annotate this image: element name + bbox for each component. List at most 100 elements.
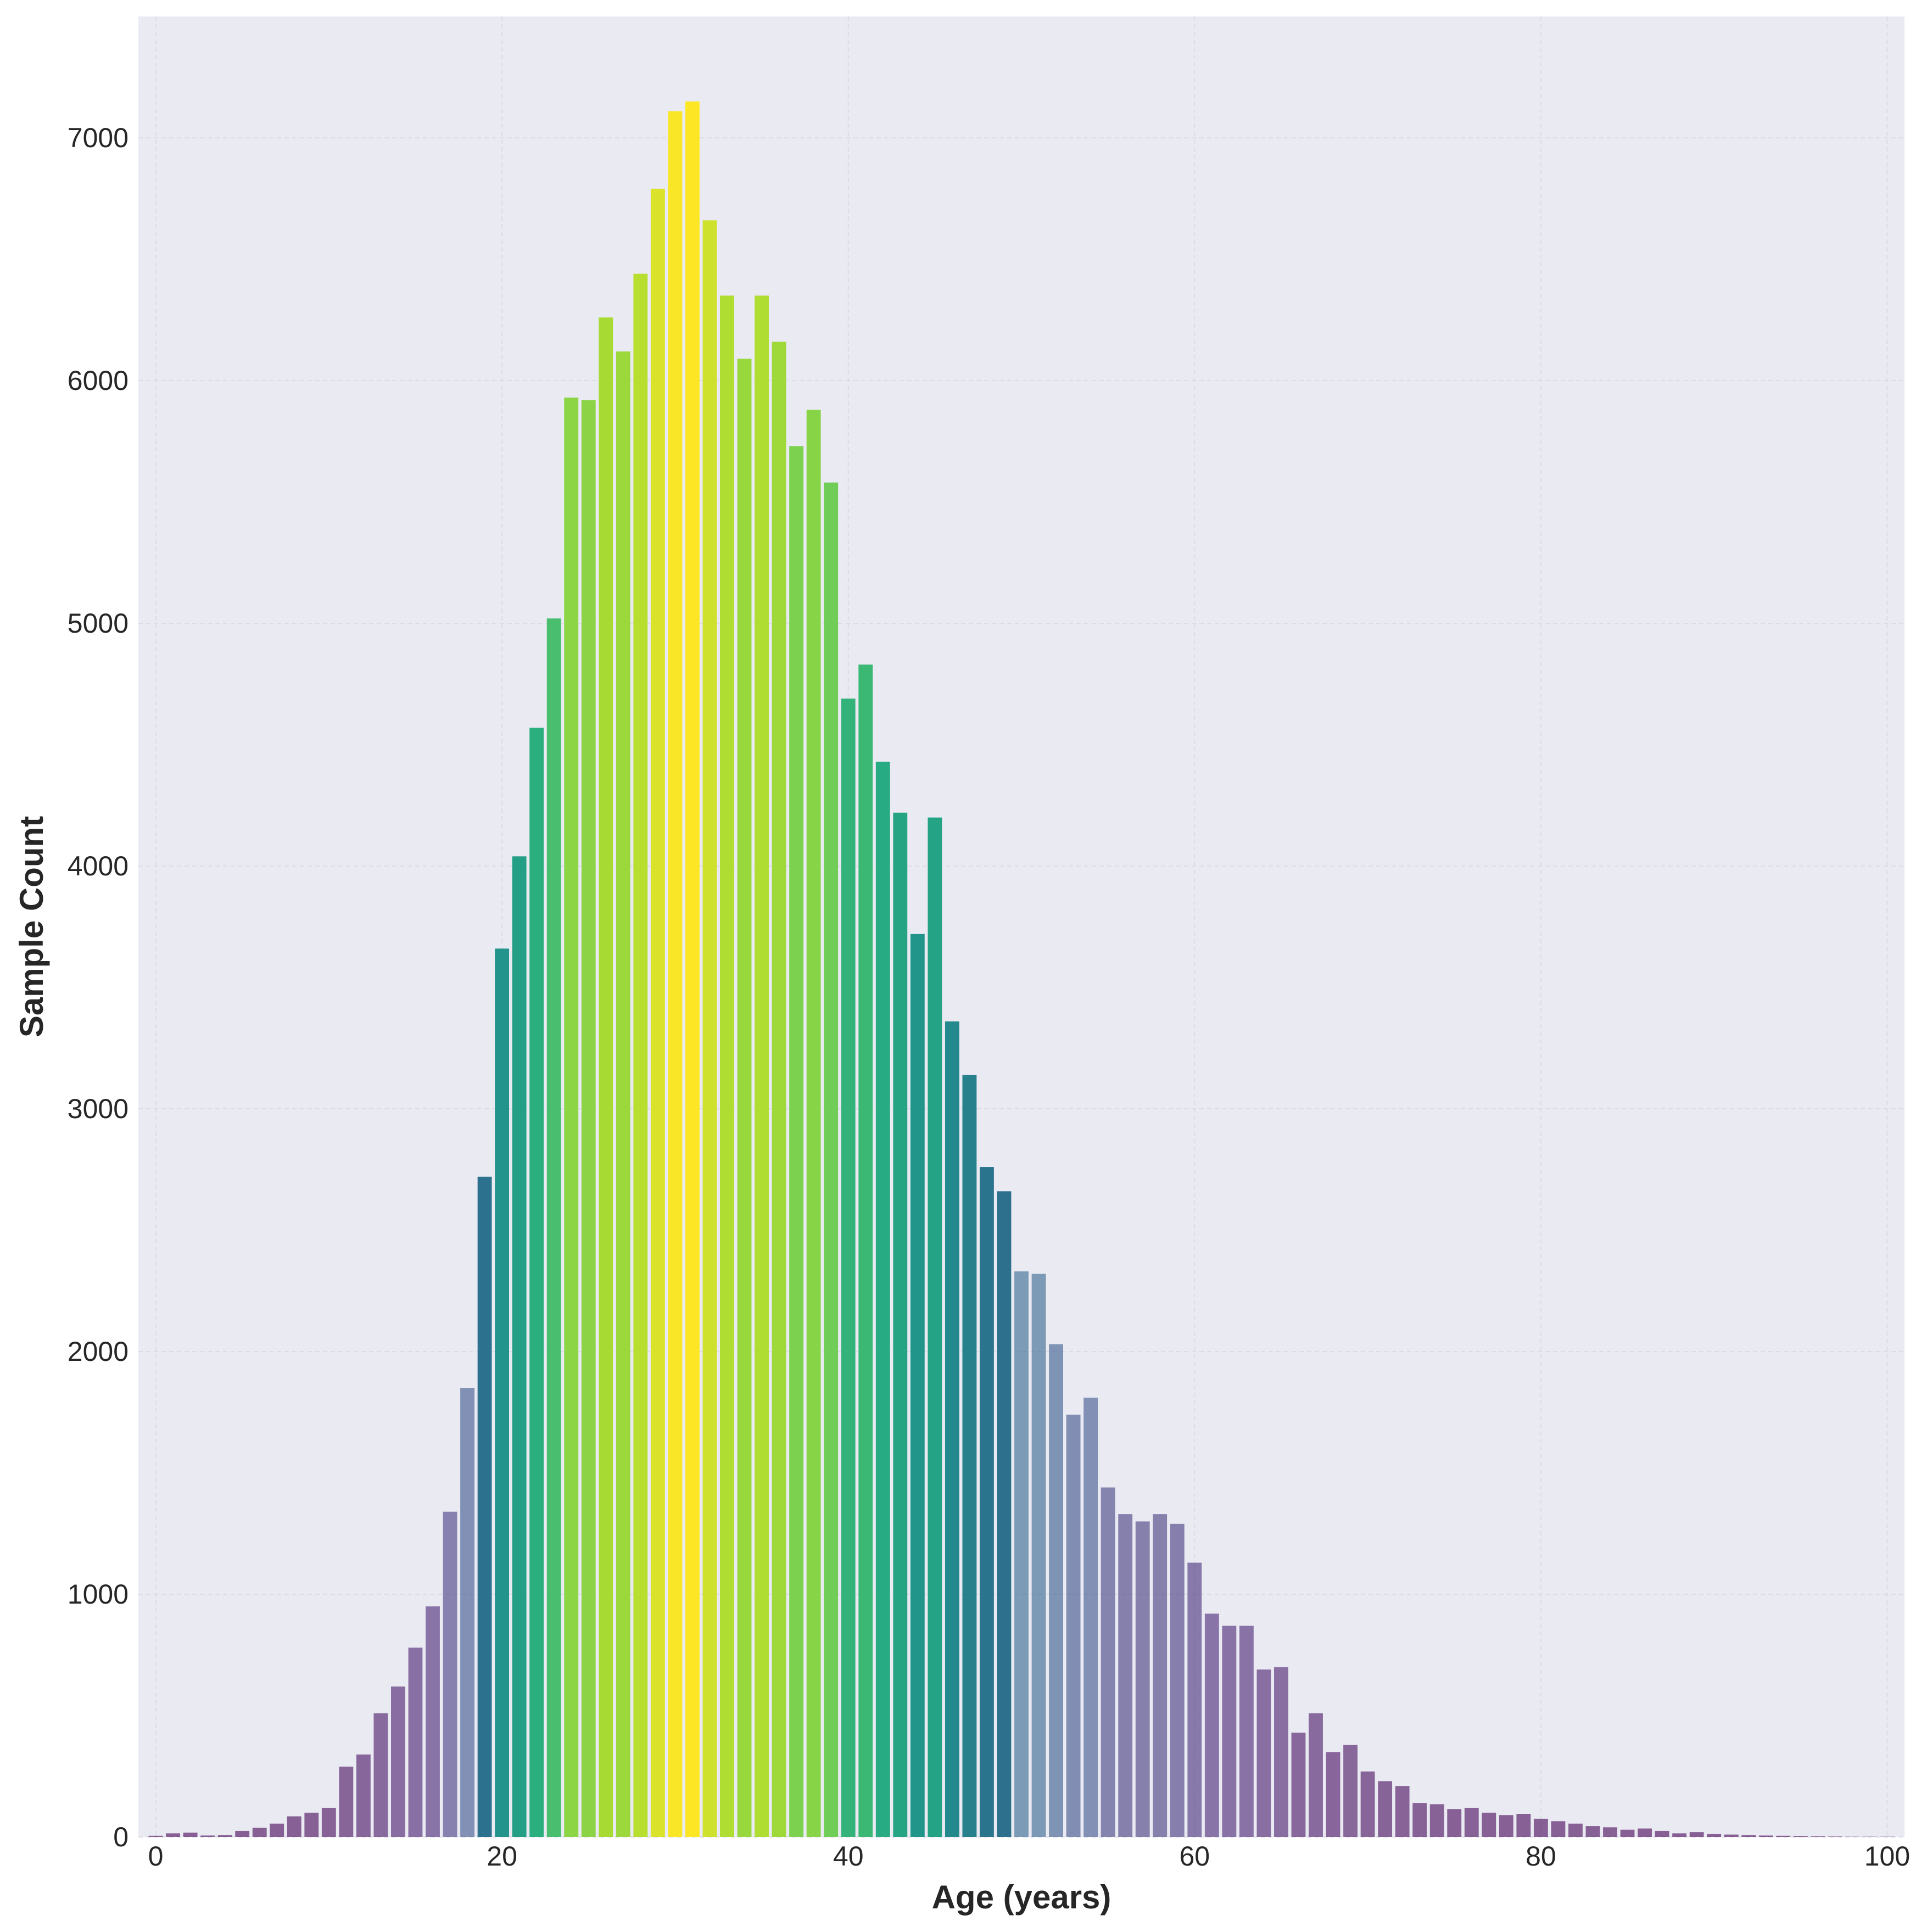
bar xyxy=(755,295,769,1837)
bar xyxy=(235,1830,250,1837)
bar xyxy=(1066,1414,1081,1837)
bar xyxy=(1689,1832,1704,1837)
bar xyxy=(858,665,873,1837)
bar xyxy=(200,1835,215,1837)
bar xyxy=(616,351,630,1838)
bar xyxy=(1603,1827,1617,1837)
bar xyxy=(148,1835,163,1837)
bar xyxy=(1326,1752,1340,1837)
bar xyxy=(1620,1829,1635,1837)
bar xyxy=(1309,1713,1323,1837)
bar xyxy=(408,1648,423,1837)
bar xyxy=(1811,1836,1825,1837)
bar xyxy=(1274,1667,1288,1837)
bar xyxy=(633,273,648,1837)
bar xyxy=(824,482,839,1837)
bar xyxy=(1118,1514,1133,1837)
bar xyxy=(789,446,804,1837)
bar xyxy=(529,728,544,1837)
bar xyxy=(1291,1732,1306,1837)
bar xyxy=(183,1833,198,1837)
bars xyxy=(148,101,1895,1838)
bar xyxy=(685,101,700,1838)
bar xyxy=(460,1388,474,1837)
bar xyxy=(1049,1344,1063,1837)
bar xyxy=(304,1812,319,1837)
x-axis-label: Age (years) xyxy=(932,1879,1111,1916)
bar xyxy=(1378,1781,1393,1837)
bar xyxy=(270,1823,284,1837)
y-tick-label: 6000 xyxy=(68,365,129,396)
bar xyxy=(287,1816,301,1837)
bar xyxy=(1031,1274,1046,1837)
bar xyxy=(339,1766,354,1837)
bar xyxy=(702,220,717,1837)
bar xyxy=(1724,1834,1739,1837)
bar xyxy=(1776,1835,1791,1837)
bar xyxy=(252,1828,267,1837)
bar xyxy=(910,934,925,1837)
bar xyxy=(546,618,561,1837)
bar xyxy=(772,342,786,1837)
y-tick-label: 1000 xyxy=(68,1579,129,1610)
bar xyxy=(945,1021,959,1837)
bar xyxy=(997,1191,1012,1837)
bar xyxy=(373,1713,388,1837)
bar xyxy=(1568,1823,1583,1837)
x-tick-label: 0 xyxy=(148,1841,164,1872)
bar xyxy=(1551,1821,1566,1837)
bar xyxy=(512,856,527,1837)
x-tick-label: 60 xyxy=(1179,1841,1210,1872)
x-tick-label: 100 xyxy=(1864,1841,1910,1872)
bar xyxy=(1239,1626,1254,1837)
bar xyxy=(1793,1836,1808,1837)
bar xyxy=(1447,1809,1462,1837)
bar xyxy=(356,1754,371,1837)
bar xyxy=(980,1167,994,1837)
bar xyxy=(1101,1487,1115,1837)
bar xyxy=(928,817,942,1837)
bar xyxy=(1187,1562,1202,1837)
y-tick-label: 7000 xyxy=(68,122,129,153)
bar xyxy=(841,699,856,1837)
bar xyxy=(720,295,734,1837)
bar xyxy=(1499,1815,1513,1837)
bar xyxy=(1135,1521,1150,1837)
bar xyxy=(668,111,683,1838)
bar xyxy=(893,812,908,1837)
bar xyxy=(737,359,752,1837)
bar xyxy=(1204,1613,1219,1837)
bar xyxy=(1014,1271,1029,1837)
bar xyxy=(564,397,579,1838)
x-tick-label: 40 xyxy=(833,1841,864,1872)
bar xyxy=(806,410,821,1837)
bar xyxy=(875,761,890,1837)
bar xyxy=(1256,1669,1271,1837)
bar xyxy=(426,1606,440,1837)
bar xyxy=(1638,1828,1652,1837)
bar xyxy=(1758,1835,1773,1837)
x-tick-label: 80 xyxy=(1526,1841,1556,1872)
bar xyxy=(1083,1397,1098,1837)
x-tick-label: 20 xyxy=(487,1841,517,1872)
bar xyxy=(391,1686,405,1837)
bar xyxy=(1360,1771,1375,1837)
y-tick-label: 2000 xyxy=(68,1336,129,1367)
x-axis-ticks: 0 20 40 60 80 100 xyxy=(148,1841,1911,1872)
bar xyxy=(1482,1812,1496,1837)
bar xyxy=(321,1807,336,1837)
bar xyxy=(1741,1835,1756,1837)
bar xyxy=(217,1835,232,1837)
bar xyxy=(1464,1807,1479,1837)
bar xyxy=(1655,1830,1669,1837)
y-axis-label: Sample Count xyxy=(13,816,50,1037)
bar xyxy=(1395,1786,1410,1837)
bar xyxy=(650,188,665,1837)
bar xyxy=(599,317,613,1837)
bar xyxy=(1429,1804,1444,1837)
y-tick-label: 5000 xyxy=(68,608,129,639)
bar xyxy=(1516,1814,1531,1837)
bar xyxy=(1170,1523,1185,1837)
bar xyxy=(1672,1833,1687,1837)
